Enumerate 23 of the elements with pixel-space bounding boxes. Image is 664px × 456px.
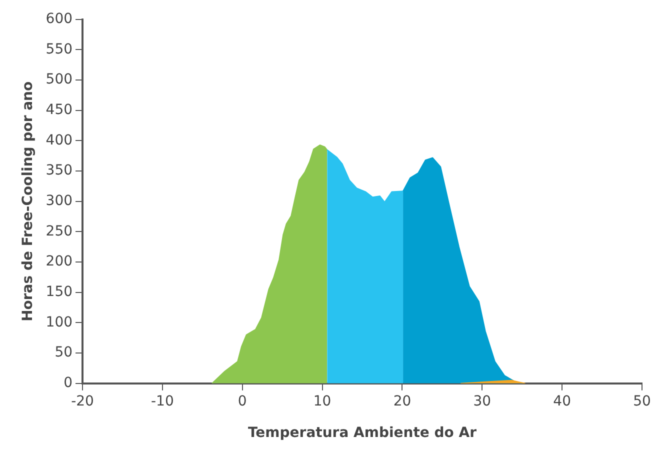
x-tick-label: -20: [71, 393, 94, 410]
x-tick-label: 0: [238, 393, 247, 410]
y-tick-label: 350: [46, 162, 73, 179]
x-axis-title: Temperatura Ambiente do Ar: [248, 425, 477, 442]
y-tick-label: 500: [46, 72, 73, 88]
y-tick-label: 150: [46, 284, 73, 300]
y-tick-label: 600: [46, 11, 73, 28]
x-tick-label: 40: [553, 393, 571, 410]
x-tick-label: 50: [633, 393, 651, 410]
x-tick-label: 10: [313, 393, 332, 410]
y-tick-label: 250: [46, 223, 73, 240]
y-tick-label: 50: [54, 344, 73, 361]
y-tick-label: 0: [64, 375, 73, 392]
y-tick-label: 450: [46, 102, 73, 118]
y-tick-label: 200: [46, 254, 73, 270]
x-tick-label: 30: [473, 393, 492, 410]
y-tick-label: 400: [46, 132, 73, 148]
x-tick-label: 20: [393, 393, 412, 410]
y-tick-label: 100: [46, 314, 73, 330]
y-tick-label: 300: [46, 193, 73, 210]
y-axis-title: Horas de Free-Cooling por ano: [20, 80, 36, 322]
x-tick-label: -10: [151, 393, 174, 410]
y-tick-label: 550: [46, 41, 73, 58]
